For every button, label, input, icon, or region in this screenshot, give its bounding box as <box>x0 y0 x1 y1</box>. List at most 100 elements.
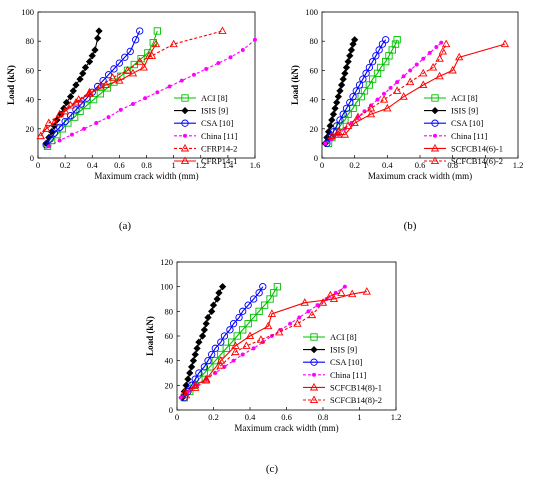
y-tick-label: 80 <box>310 36 319 46</box>
data-point <box>366 109 376 118</box>
legend-entry: CSA [10] <box>424 118 484 128</box>
x-tick-label: 0 <box>36 160 40 170</box>
data-point <box>419 80 428 89</box>
y-tick-label: 40 <box>310 95 319 105</box>
data-point <box>46 135 54 143</box>
data-point <box>240 47 245 53</box>
data-point <box>428 62 438 71</box>
x-tick-label: 0.4 <box>87 160 98 170</box>
data-point <box>239 307 247 315</box>
data-point <box>79 69 87 77</box>
legend-label: CSA [10] <box>451 118 484 128</box>
data-point <box>329 110 338 118</box>
data-point <box>337 288 346 296</box>
data-point <box>341 69 349 77</box>
series-cfrp14-1 <box>36 39 161 140</box>
data-point <box>204 313 212 322</box>
legend-entry: CSA [10] <box>174 118 234 128</box>
x-tick-label: 1.6 <box>250 160 261 170</box>
data-point <box>275 327 284 336</box>
data-point <box>226 326 234 334</box>
data-point <box>118 107 123 112</box>
data-point <box>342 63 351 72</box>
data-point <box>326 290 335 299</box>
legend-label: ACI [8] <box>330 332 357 342</box>
data-point <box>360 87 369 95</box>
data-point <box>217 338 225 346</box>
data-point <box>231 358 236 363</box>
legend-entry: SCFCB14(8)-1 <box>303 382 382 392</box>
data-point <box>408 68 413 73</box>
series-cfrp14-2 <box>36 26 227 140</box>
data-point <box>331 104 339 112</box>
chart-panel-a: 0 0.2 0.4 0.6 0.8 1 1.2 1.4 1.6 0 20 40 60 80 100 Maxim… <box>6 7 260 232</box>
x-tick-label: 0.4 <box>382 160 393 170</box>
legend-swatch-marker <box>181 106 189 115</box>
data-point <box>220 332 229 340</box>
legend-entry: ACI [8] <box>303 332 357 342</box>
data-point <box>337 81 346 89</box>
legend-label: China [11] <box>451 131 487 141</box>
data-point <box>60 106 70 115</box>
legend-entry: China [11] <box>174 131 237 141</box>
y-tick-label: 20 <box>26 124 35 134</box>
data-point <box>82 126 87 131</box>
data-point <box>101 80 110 89</box>
data-point <box>368 57 377 66</box>
series-line <box>185 292 342 396</box>
data-point <box>273 283 282 291</box>
data-point <box>333 98 341 107</box>
data-point <box>131 36 140 44</box>
data-point <box>346 52 354 60</box>
series-line <box>183 286 264 398</box>
x-axis-label: Maximum crack width (mm) <box>94 171 198 181</box>
data-point <box>318 298 328 306</box>
x-axis-label: Maximum crack width (mm) <box>368 171 472 181</box>
data-point <box>204 357 212 365</box>
data-point <box>96 90 105 98</box>
y-tick-label: 20 <box>165 380 174 390</box>
data-point <box>362 69 370 77</box>
data-point <box>200 363 209 371</box>
data-point <box>89 95 98 104</box>
legend-entry: CSA [10] <box>303 357 363 367</box>
series-scfcb14-6-1 <box>327 39 510 140</box>
data-point <box>327 131 336 140</box>
y-tick-label: 60 <box>310 65 319 75</box>
data-point <box>155 90 160 95</box>
data-point <box>198 332 207 340</box>
legend-swatch-marker <box>430 156 440 165</box>
legend-label: SCFCB14(8)-2 <box>330 395 382 405</box>
series-scfcb14-8-2 <box>181 288 346 399</box>
data-point <box>362 287 371 295</box>
series-line <box>326 39 387 144</box>
data-point <box>368 75 377 83</box>
y-tick-label: 0 <box>30 153 34 163</box>
data-point <box>379 95 389 103</box>
legend-entry: SCFCB14(6)-1 <box>424 143 503 153</box>
chart-panel-c: 0 0.2 0.4 0.6 0.8 1 1.2 0 20 40 60 80 100 120 Maximum … <box>145 257 401 475</box>
data-point <box>228 55 233 60</box>
x-tick-label: 1.2 <box>195 160 206 170</box>
legend-label: SCFCB14(6)-1 <box>451 143 503 153</box>
data-point <box>76 107 84 115</box>
data-point <box>414 62 419 67</box>
data-point <box>85 58 94 66</box>
data-point <box>339 75 347 83</box>
data-point <box>427 50 432 55</box>
data-point <box>353 112 363 121</box>
data-point <box>372 52 380 60</box>
data-point <box>181 390 191 399</box>
data-point <box>191 72 197 77</box>
series-line <box>45 30 141 146</box>
data-point <box>267 309 277 317</box>
legend-label: ACI [8] <box>201 93 228 103</box>
x-tick-label: 1 <box>357 412 361 422</box>
series-isis-9- <box>178 283 227 402</box>
data-point <box>94 34 102 42</box>
data-point <box>50 129 58 137</box>
data-point <box>288 321 293 326</box>
x-tick-label: 1 <box>172 160 176 170</box>
x-tick-label: 0.6 <box>281 412 292 422</box>
data-point <box>216 61 221 66</box>
